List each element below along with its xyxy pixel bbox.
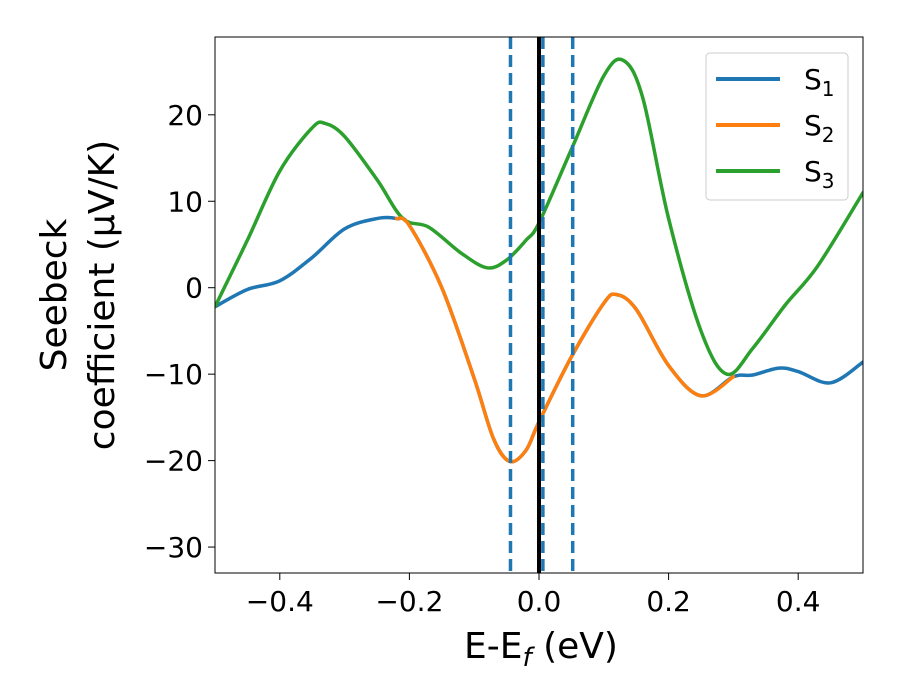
y-tick-label: 20 (167, 99, 203, 132)
y-axis-label-line2: coefficient (μV/K) (82, 140, 123, 450)
x-axis-label-unit: (eV) (532, 626, 618, 667)
y-axis-ticks: −30 −20 −10 0 10 20 (144, 99, 215, 564)
y-tick-label: −10 (144, 358, 203, 391)
x-axis-ticks: −0.4 −0.2 0.0 0.2 0.4 (246, 573, 821, 618)
legend-label-s1: S1 (804, 63, 835, 101)
y-tick-label: −30 (144, 531, 203, 564)
legend-label-s2: S2 (804, 109, 835, 147)
y-axis-label-line1: Seebeck (34, 218, 75, 371)
series-line-s2 (394, 216, 736, 464)
x-tick-label: 0.4 (776, 585, 821, 618)
x-tick-label: 0.0 (517, 585, 562, 618)
series-line-s3 (215, 57, 863, 377)
x-axis-label-main: E-E (464, 626, 522, 667)
legend: S1 S2 S3 (705, 52, 849, 201)
y-tick-label: 10 (167, 185, 203, 218)
y-tick-label: −20 (144, 445, 203, 478)
x-tick-label: 0.2 (646, 585, 691, 618)
y-axis-label: Seebeck coefficient (μV/K) (34, 140, 123, 450)
x-axis-label: E-Ef (eV) (464, 626, 618, 673)
x-tick-label: −0.2 (375, 585, 443, 618)
x-tick-label: −0.4 (246, 585, 314, 618)
y-tick-label: 0 (185, 272, 203, 305)
legend-label-s3: S3 (804, 155, 835, 193)
vertical-reference-lines (508, 37, 575, 573)
